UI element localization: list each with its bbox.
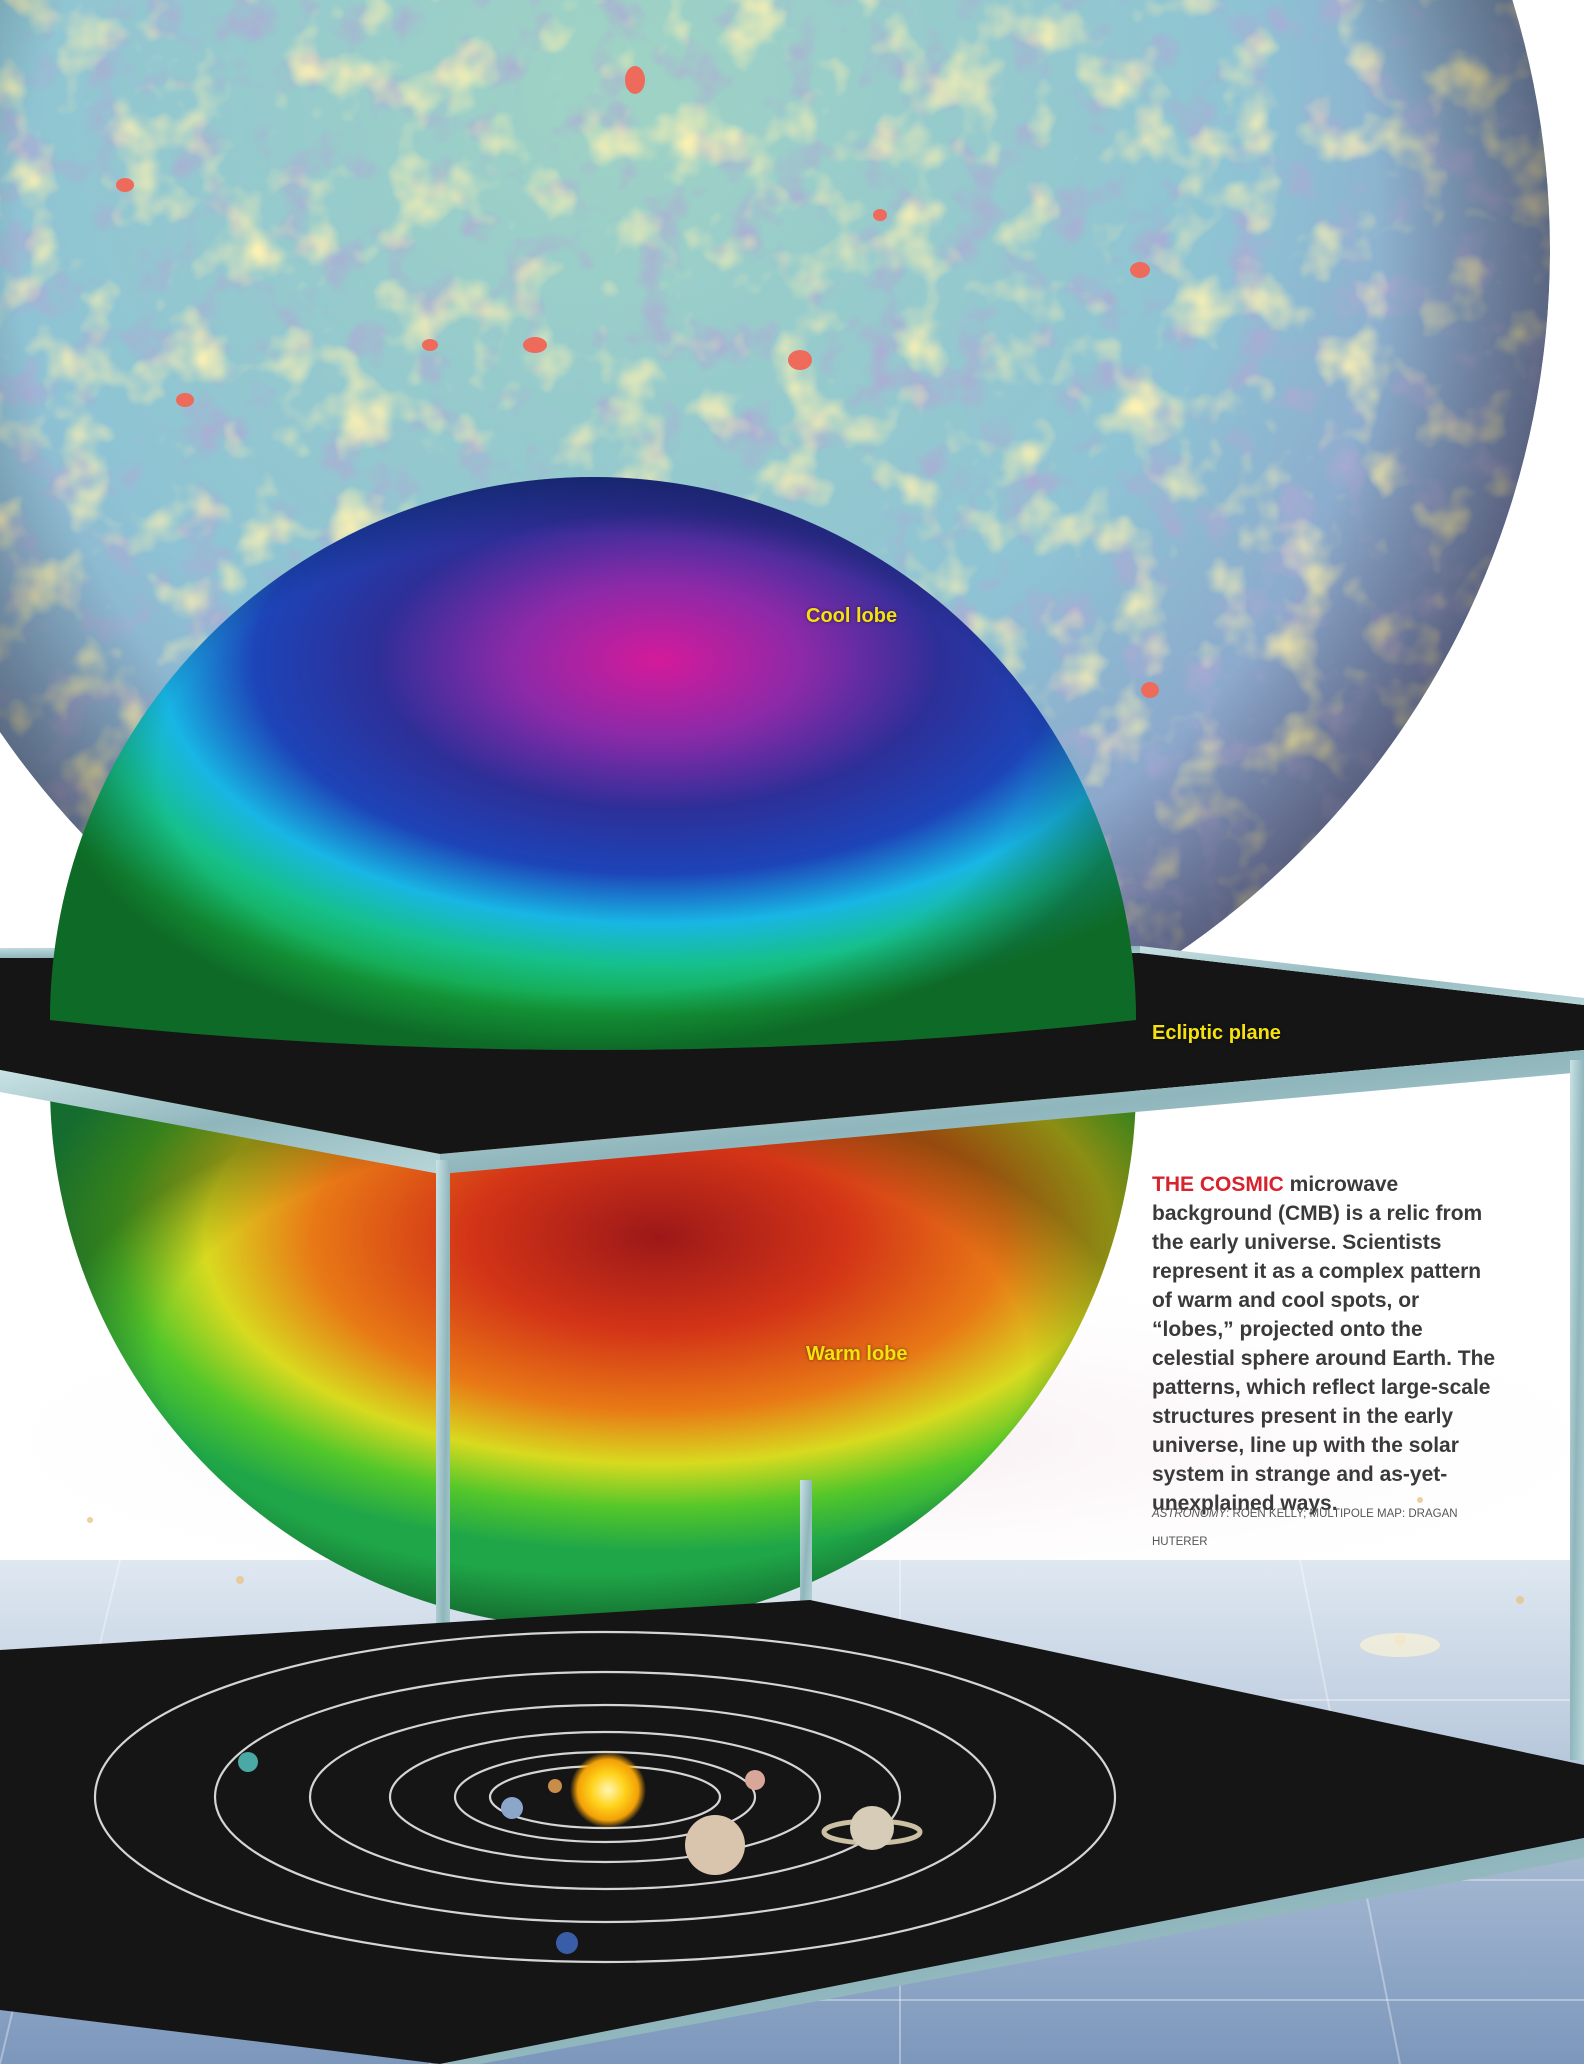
figure-caption: THE COSMIC microwave background (CMB) is… bbox=[1152, 1170, 1498, 1518]
uranus-icon bbox=[238, 1752, 258, 1772]
earth-icon bbox=[501, 1797, 523, 1819]
cool-lobe-hemisphere bbox=[50, 477, 1136, 1050]
caption-body: microwave background (CMB) is a relic fr… bbox=[1152, 1173, 1496, 1515]
warm-lobe-label: Warm lobe bbox=[806, 1343, 908, 1365]
cool-lobe-label: Cool lobe bbox=[806, 605, 898, 627]
saturn-icon bbox=[821, 1806, 923, 1850]
ecliptic-plane-label: Ecliptic plane bbox=[1152, 1022, 1281, 1044]
neptune-icon bbox=[556, 1932, 578, 1954]
jupiter-icon bbox=[685, 1815, 745, 1875]
image-credit: Astronomy: Roen Kelly; Multipole map: Dr… bbox=[1152, 1500, 1492, 1556]
warm-lobe-hemisphere bbox=[50, 1085, 1136, 1628]
sun-icon bbox=[570, 1752, 646, 1828]
mercury-icon bbox=[548, 1779, 562, 1793]
caption-lead: THE COSMIC bbox=[1152, 1173, 1284, 1196]
credit-rest: : Roen Kelly; Multipole map: Dragan Hute… bbox=[1152, 1508, 1458, 1548]
mars-icon bbox=[745, 1770, 765, 1790]
solar-system-plane bbox=[0, 1600, 1584, 2064]
credit-publication: Astronomy bbox=[1152, 1508, 1227, 1520]
